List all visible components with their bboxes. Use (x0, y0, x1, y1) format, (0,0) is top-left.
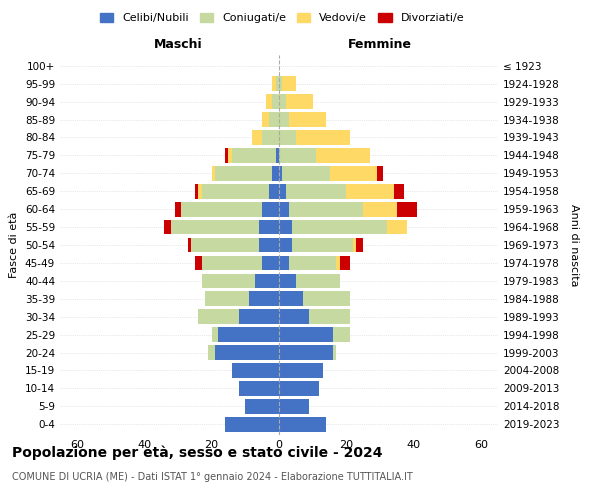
Bar (269, 184, 279, 198)
Bar (248, 292, 279, 306)
Bar (252, 130, 262, 145)
Bar (296, 130, 350, 145)
Bar (279, 166, 283, 180)
Bar (279, 130, 296, 145)
Bar (205, 292, 248, 306)
Bar (245, 399, 279, 413)
Bar (363, 202, 397, 216)
Bar (262, 130, 279, 145)
Bar (289, 202, 363, 216)
Bar (229, 148, 232, 162)
Bar (283, 76, 296, 91)
Bar (266, 94, 272, 109)
Bar (275, 148, 279, 162)
Bar (198, 310, 239, 324)
Bar (239, 310, 279, 324)
Bar (188, 238, 191, 252)
Bar (272, 76, 275, 91)
Bar (259, 238, 279, 252)
Bar (272, 166, 279, 180)
Bar (171, 220, 259, 234)
Bar (202, 274, 256, 288)
Bar (346, 184, 394, 198)
Bar (279, 148, 316, 162)
Bar (279, 345, 333, 360)
Bar (225, 417, 279, 432)
Bar (289, 256, 336, 270)
Bar (262, 256, 279, 270)
Bar (269, 112, 279, 127)
Text: Popolazione per età, sesso e stato civile - 2024: Popolazione per età, sesso e stato civil… (12, 446, 383, 460)
Legend: Celibi/Nubili, Coniugati/e, Vedovi/e, Divorziati/e: Celibi/Nubili, Coniugati/e, Vedovi/e, Di… (95, 8, 469, 28)
Bar (275, 76, 279, 91)
Bar (279, 417, 326, 432)
Bar (202, 184, 269, 198)
Bar (212, 166, 215, 180)
Bar (279, 220, 292, 234)
Bar (286, 94, 313, 109)
Bar (286, 184, 346, 198)
Bar (353, 238, 356, 252)
Bar (394, 184, 404, 198)
Bar (279, 202, 289, 216)
Bar (195, 256, 202, 270)
Bar (262, 202, 279, 216)
Bar (279, 363, 323, 378)
Bar (333, 345, 336, 360)
Text: Maschi: Maschi (154, 38, 202, 52)
Bar (397, 202, 417, 216)
Bar (195, 184, 198, 198)
Bar (279, 274, 296, 288)
Bar (198, 184, 202, 198)
Bar (272, 94, 279, 109)
Bar (232, 363, 279, 378)
Bar (329, 166, 377, 180)
Bar (259, 220, 279, 234)
Bar (292, 220, 387, 234)
Bar (181, 202, 262, 216)
Bar (310, 310, 350, 324)
Bar (279, 256, 289, 270)
Bar (292, 238, 353, 252)
Bar (208, 345, 215, 360)
Text: COMUNE DI UCRIA (ME) - Dati ISTAT 1° gennaio 2024 - Elaborazione TUTTITALIA.IT: COMUNE DI UCRIA (ME) - Dati ISTAT 1° gen… (12, 472, 413, 482)
Text: Femmine: Femmine (348, 38, 412, 52)
Bar (279, 328, 333, 342)
Bar (191, 238, 259, 252)
Bar (279, 381, 319, 396)
Bar (232, 148, 275, 162)
Bar (336, 256, 340, 270)
Bar (164, 220, 171, 234)
Bar (356, 238, 363, 252)
Bar (279, 292, 302, 306)
Bar (296, 274, 340, 288)
Bar (239, 381, 279, 396)
Bar (212, 328, 218, 342)
Bar (279, 112, 289, 127)
Bar (215, 345, 279, 360)
Bar (175, 202, 181, 216)
Bar (256, 274, 279, 288)
Bar (377, 166, 383, 180)
Bar (289, 112, 326, 127)
Bar (279, 399, 310, 413)
Y-axis label: Fasce di età: Fasce di età (10, 212, 19, 278)
Bar (302, 292, 350, 306)
Bar (283, 166, 329, 180)
Bar (333, 328, 350, 342)
Bar (279, 238, 292, 252)
Bar (316, 148, 370, 162)
Bar (215, 166, 272, 180)
Bar (387, 220, 407, 234)
Bar (218, 328, 279, 342)
Bar (279, 310, 310, 324)
Bar (225, 148, 229, 162)
Bar (340, 256, 350, 270)
Y-axis label: Anni di nascita: Anni di nascita (569, 204, 579, 286)
Bar (202, 256, 262, 270)
Bar (279, 94, 286, 109)
Bar (262, 112, 269, 127)
Bar (279, 184, 286, 198)
Bar (279, 76, 283, 91)
